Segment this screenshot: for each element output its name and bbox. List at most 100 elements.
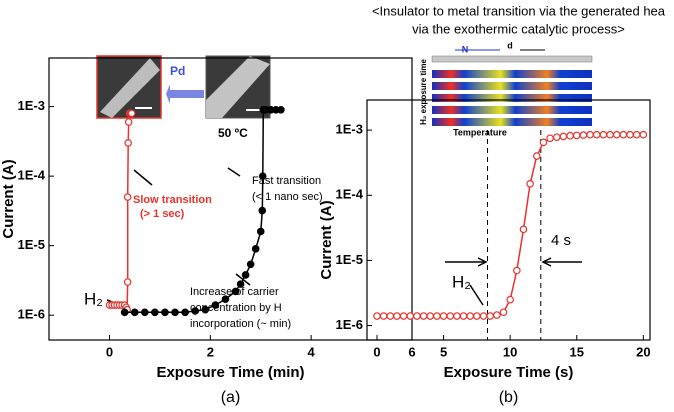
annotation: N (462, 44, 469, 54)
y-tick-label: 1E-4 (18, 168, 46, 183)
data-point (499, 308, 508, 317)
annotation: 4 s (551, 232, 571, 249)
data-point (552, 133, 561, 141)
panel-label: (b) (499, 389, 519, 406)
data-point (130, 308, 139, 317)
data-point (419, 312, 428, 320)
annotation: (> 1 sec) (140, 208, 185, 220)
plot-frame (366, 99, 651, 341)
data-point (486, 312, 494, 320)
annotation: (< 1 nano sec) (252, 191, 323, 203)
data-point (572, 131, 581, 140)
data-point (466, 312, 475, 320)
data-point (191, 307, 200, 315)
x-tick-label: 5 (440, 344, 447, 359)
data-point (151, 308, 159, 317)
data-point (539, 138, 548, 147)
data-point (639, 130, 648, 139)
annotation: Slow transition (133, 194, 212, 206)
data-point (579, 131, 588, 139)
annotation: H₂ (84, 289, 103, 308)
arrow-head (477, 257, 488, 267)
arrow (133, 169, 153, 186)
pd-arrow (166, 84, 204, 104)
data-point (446, 312, 455, 320)
y-axis-label: Current (A) (318, 200, 335, 279)
data-point (124, 118, 133, 126)
data-point (599, 130, 608, 139)
plot-frame (48, 57, 413, 341)
data-point (586, 130, 594, 139)
data-point (124, 139, 132, 147)
data-point (519, 225, 528, 234)
data-point (506, 295, 514, 304)
data-point (246, 260, 255, 269)
panel-label: (a) (221, 389, 241, 406)
data-point (413, 312, 421, 320)
data-point (181, 308, 189, 317)
data-point (612, 130, 621, 139)
y-tick-label: 1E-3 (18, 98, 45, 113)
data-point (379, 312, 388, 320)
data-point (123, 278, 132, 286)
chart-title: <Insulator to metal transition via the g… (372, 3, 666, 18)
arrow (469, 284, 484, 306)
data-point (256, 227, 265, 236)
data-point (231, 287, 240, 296)
data-point (459, 312, 468, 320)
chart-title: via the exothermic catalytic process> (412, 21, 625, 36)
data-point (140, 308, 149, 317)
data-point (439, 312, 448, 320)
x-tick-label: 4 (308, 344, 316, 359)
x-tick-label: 15 (570, 344, 584, 359)
y-tick-label: 1E-6 (336, 317, 363, 332)
y-tick-label: 1E-3 (336, 122, 363, 137)
x-tick-label: 0 (373, 344, 380, 359)
data-point (406, 312, 415, 320)
data-point (251, 245, 260, 253)
annotation-arrows (106, 167, 582, 307)
substrate (431, 55, 593, 63)
y-tick-label: 1E-5 (336, 252, 363, 267)
data-point (493, 311, 501, 319)
data-point (127, 109, 136, 118)
annotation: H₂ (452, 272, 471, 291)
arrow-head (541, 257, 552, 267)
series-line (377, 133, 644, 317)
annotation: H₂ exposure time (419, 59, 428, 125)
data-point (171, 308, 179, 317)
data-point (241, 271, 250, 279)
data-point (546, 134, 554, 143)
heat-stripe (432, 118, 592, 126)
data-point (513, 266, 521, 275)
annotation: d (507, 40, 513, 50)
x-tick-label: 10 (503, 344, 517, 359)
chart: 0 2 4 6 1E-6 1E-5 1E-4 1E-3 Exposure Time (min) C… (0, 57, 416, 406)
annotation: Temperature (453, 127, 507, 137)
heat-stripe (432, 70, 592, 78)
heat-stripe (432, 94, 592, 102)
x-tick-label: 0 (106, 344, 113, 359)
data-point (221, 295, 230, 303)
data-point (433, 312, 441, 320)
data-point (399, 312, 408, 320)
heat-stripe (432, 106, 592, 114)
data-point (619, 130, 628, 139)
inset (431, 49, 593, 126)
annotation: Pd (170, 64, 185, 78)
heat-stripe (432, 82, 592, 90)
data-point (626, 130, 634, 139)
data-point (606, 130, 614, 139)
data-point (566, 131, 574, 140)
annotation: incorporation (~ min) (190, 318, 291, 330)
data-point (526, 179, 534, 188)
data-point (393, 312, 401, 320)
data-point (258, 172, 267, 180)
data-point (123, 193, 132, 201)
arrow (227, 167, 241, 177)
nanowire (206, 56, 270, 118)
x-tick-label: 2 (207, 344, 214, 359)
y-tick-label: 1E-6 (18, 307, 45, 322)
data-point (559, 132, 568, 141)
